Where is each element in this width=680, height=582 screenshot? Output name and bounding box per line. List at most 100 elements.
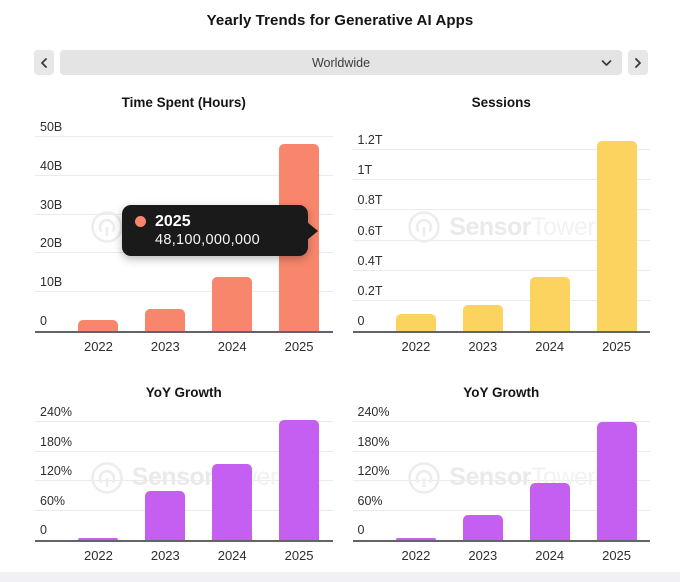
y-tick-label: 10B bbox=[40, 275, 63, 290]
charts-grid: Time Spent (Hours) SensorTower 2025 48,1… bbox=[0, 88, 680, 563]
chart-title: Time Spent (Hours) bbox=[121, 95, 246, 110]
bar-slot bbox=[583, 128, 650, 331]
plot-area: SensorTower 1.2T 1T 0.8T 0.6T 0.4T 0.2T 0 bbox=[352, 128, 651, 333]
tooltip-category: 2025 bbox=[155, 213, 191, 230]
x-tick-label: 2022 bbox=[401, 548, 431, 563]
y-tick-label: 60% bbox=[40, 493, 66, 508]
bar-2022[interactable] bbox=[395, 538, 436, 540]
bar-2022[interactable] bbox=[78, 320, 119, 331]
bar-slot bbox=[65, 128, 132, 331]
gridline bbox=[352, 421, 650, 422]
next-region-button[interactable] bbox=[628, 50, 648, 75]
y-tick-label: 40B bbox=[40, 158, 63, 173]
chevron-down-icon bbox=[601, 59, 612, 67]
gridline bbox=[352, 209, 650, 211]
chevron-right-icon bbox=[634, 57, 642, 68]
x-axis-labels: 2022 2023 2024 2025 bbox=[35, 548, 333, 563]
bar-slot bbox=[516, 128, 583, 331]
bar-slot bbox=[132, 128, 199, 331]
bars-group bbox=[353, 128, 651, 331]
y-tick-label: 20B bbox=[40, 236, 63, 251]
bar-2025[interactable] bbox=[596, 422, 637, 540]
gridline bbox=[35, 480, 333, 481]
bar-slot bbox=[65, 418, 132, 540]
y-tick-label: 0 bbox=[40, 523, 47, 537]
page-title: Yearly Trends for Generative AI Apps bbox=[206, 12, 474, 29]
bottom-strip bbox=[0, 572, 680, 582]
y-tick-label: 30B bbox=[40, 197, 63, 212]
bar-slot bbox=[199, 128, 266, 331]
y-tick-label: 0.4T bbox=[357, 253, 383, 268]
gridline bbox=[35, 421, 333, 422]
y-tick-label: 0.6T bbox=[357, 223, 383, 238]
series-dot-icon bbox=[135, 216, 146, 227]
y-tick-label: 0 bbox=[357, 523, 365, 537]
x-tick-label: 2025 bbox=[602, 548, 632, 563]
x-tick-label: 2023 bbox=[468, 548, 498, 563]
chart-time-spent: Time Spent (Hours) SensorTower 2025 48,1… bbox=[35, 88, 333, 354]
gridline bbox=[352, 179, 650, 181]
bar-2023[interactable] bbox=[145, 490, 186, 540]
chart-yoy-growth-time-spent: YoY Growth SensorTower 240%180%120%60%0 … bbox=[35, 378, 333, 563]
y-tick-label: 1T bbox=[357, 163, 373, 178]
bar-2024[interactable] bbox=[212, 463, 253, 540]
chart-title: YoY Growth bbox=[463, 385, 540, 400]
chart-title: YoY Growth bbox=[145, 385, 222, 400]
gridline bbox=[352, 450, 650, 452]
bar-2022[interactable] bbox=[78, 538, 119, 540]
x-axis-labels: 2022 2023 2024 2025 bbox=[353, 548, 651, 563]
y-tick-label: 0 bbox=[357, 314, 365, 328]
bar-2023[interactable] bbox=[462, 515, 503, 540]
x-tick-label: 2023 bbox=[468, 339, 498, 354]
bar-2023[interactable] bbox=[462, 305, 503, 331]
y-tick-label: 120% bbox=[357, 464, 390, 478]
gridline bbox=[352, 149, 650, 150]
x-tick-label: 2025 bbox=[602, 339, 632, 354]
gridline bbox=[352, 509, 650, 511]
x-tick-label: 2022 bbox=[83, 548, 113, 563]
bar-2022[interactable] bbox=[395, 314, 436, 331]
gridline bbox=[352, 239, 650, 241]
y-tick-label: 0.2T bbox=[357, 283, 383, 298]
gridline bbox=[35, 450, 333, 452]
gridline bbox=[35, 136, 333, 137]
chart-yoy-growth-sessions: YoY Growth SensorTower 240% 180% 120% 60% 0 … bbox=[352, 378, 651, 563]
region-dropdown-value: Worldwide bbox=[311, 55, 371, 70]
x-axis-labels: 2022 2023 2024 2025 bbox=[35, 339, 333, 354]
bar-2025[interactable] bbox=[596, 140, 637, 331]
x-tick-label: 2025 bbox=[284, 339, 314, 354]
plot-area: SensorTower 240%180%120%60%0 bbox=[352, 406, 651, 542]
region-selector-row: Worldwide bbox=[34, 50, 648, 75]
bars-group bbox=[35, 418, 333, 540]
bar-slot bbox=[449, 418, 516, 540]
tooltip: 2025 48,100,000,000 bbox=[122, 205, 318, 256]
bar-2024[interactable] bbox=[212, 276, 253, 331]
bar-slot bbox=[383, 128, 450, 331]
y-tick-label: 60% bbox=[357, 493, 383, 508]
x-axis-labels: 2022 2023 2024 2025 bbox=[353, 339, 651, 354]
region-dropdown[interactable]: Worldwide bbox=[60, 50, 622, 75]
bar-slot bbox=[199, 418, 266, 540]
prev-region-button[interactable] bbox=[34, 50, 54, 75]
bar-2025[interactable] bbox=[279, 419, 320, 540]
y-tick-label: 1.2T bbox=[357, 133, 383, 147]
bar-2023[interactable] bbox=[145, 309, 186, 331]
y-tick-label: 240% bbox=[357, 405, 390, 419]
tooltip-arrow bbox=[307, 221, 318, 240]
gridline bbox=[35, 291, 333, 293]
x-tick-label: 2023 bbox=[150, 339, 180, 354]
y-tick-label: 180% bbox=[40, 434, 72, 449]
app: Yearly Trends for Generative AI Apps Wor… bbox=[0, 12, 680, 582]
x-tick-label: 2024 bbox=[217, 548, 247, 563]
x-tick-label: 2024 bbox=[535, 548, 565, 563]
bar-2024[interactable] bbox=[529, 483, 570, 540]
gridline bbox=[352, 480, 650, 481]
x-tick-label: 2023 bbox=[150, 548, 180, 563]
bars-group bbox=[353, 418, 651, 540]
bar-slot bbox=[266, 418, 333, 540]
bar-slot bbox=[449, 128, 516, 331]
bar-slot bbox=[383, 418, 450, 540]
bar-2024[interactable] bbox=[529, 276, 570, 331]
y-tick-label: 50B bbox=[40, 120, 63, 134]
plot-area: SensorTower 2025 48,100,000,000 50B40B30… bbox=[35, 121, 333, 333]
